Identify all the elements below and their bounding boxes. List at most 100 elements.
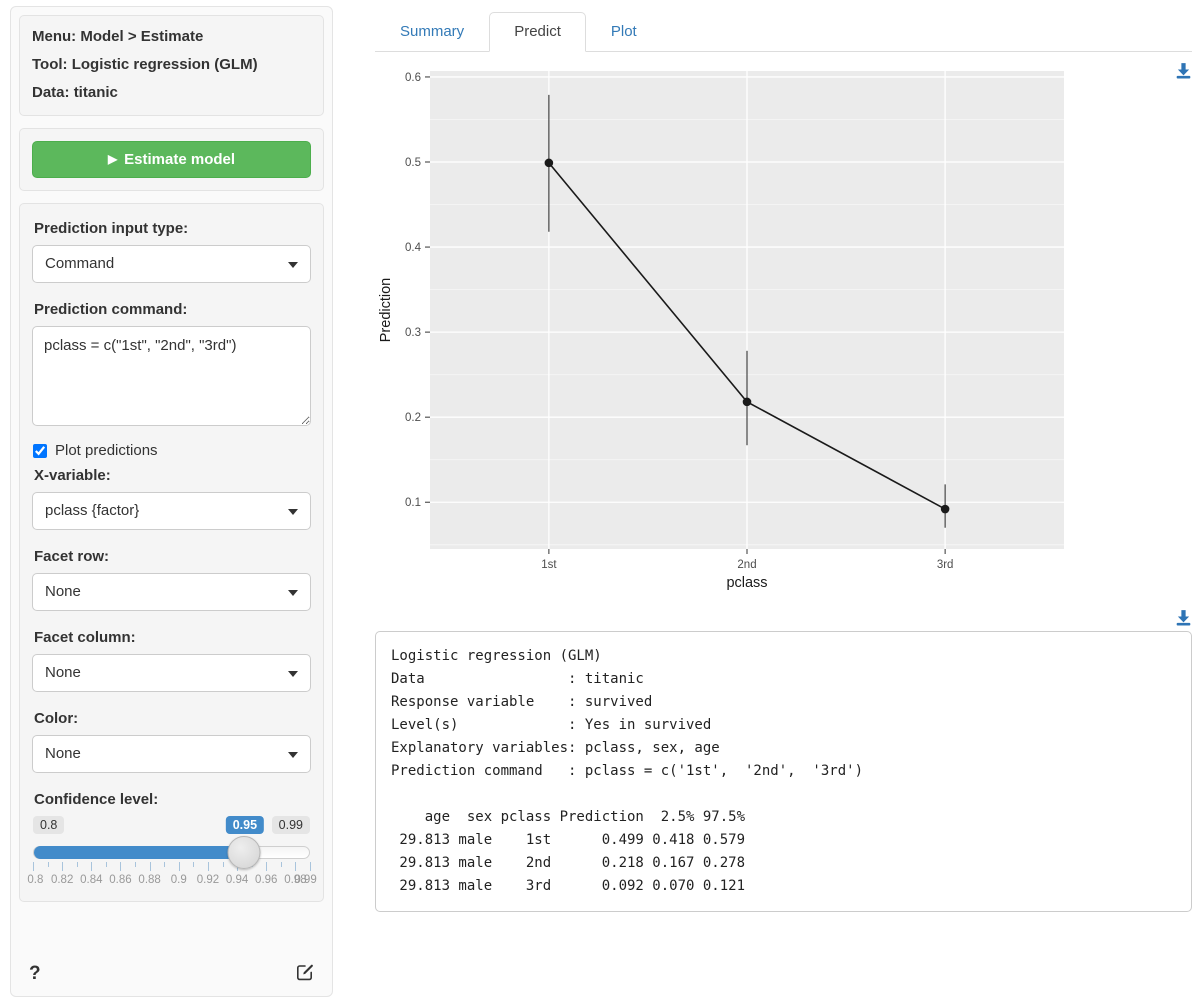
prediction-input-type-value: Command [45,255,115,272]
data-label: Data: [32,84,70,101]
download-row [375,609,1192,627]
play-icon: ▶ [107,152,118,166]
tab-summary[interactable]: Summary [400,23,465,40]
plot-predictions-checkbox[interactable] [33,443,47,458]
prediction-command-input[interactable]: pclass = c("1st", "2nd", "3rd") [32,326,311,426]
prediction-command-label: Prediction command: [34,301,188,318]
chevron-down-icon [288,590,298,596]
chevron-down-icon [288,262,298,268]
slider-tick-marks [33,862,311,871]
slider-tick [295,862,297,871]
estimate-model-button[interactable]: ▶ Estimate model [32,141,311,178]
slider-handle[interactable] [227,836,261,869]
x-variable-value: pclass {factor} [45,502,140,519]
slider-tick-label: 0.96 [255,874,278,886]
slider-tick [222,862,224,867]
facet-row-label: Facet row: [34,548,110,565]
facet-column-select[interactable]: None [32,654,311,692]
slider-tick-label: 0.82 [50,874,74,886]
slider-tick [62,862,64,871]
svg-text:0.6: 0.6 [405,72,421,84]
svg-text:3rd: 3rd [937,559,954,571]
menu-info: Menu: Model > Estimate [32,28,311,45]
facet-row-select[interactable]: None [32,573,311,611]
x-variable-label: X-variable: [34,467,111,484]
tab-predict[interactable]: Predict [489,12,586,52]
slider-tick [105,862,107,867]
help-icon[interactable]: ? [29,962,41,984]
chevron-down-icon [288,509,298,515]
slider-tick-label: 0.9 [170,874,187,886]
slider-tick [91,862,93,871]
color-label: Color: [34,710,79,727]
slider-tick-labels: 0.8 0.82 0.84 0.86 0.88 0.9 0.92 0.94 0.96 0.98 0.… [27,874,316,889]
tool-info: Tool: Logistic regression (GLM) [32,56,311,73]
chevron-down-icon [288,752,298,758]
tool-value: Logistic regression (GLM) [71,56,258,73]
slider-tick-label: 0.84 [80,874,103,886]
estimate-panel: ▶ Estimate model [19,128,324,191]
regression-output: Logistic regression (GLM) Data : titanic… [375,631,1192,912]
tab-plot[interactable]: Plot [610,23,637,40]
model-info-panel: Menu: Model > Estimate Tool: Logistic re… [19,15,324,116]
slider-tick [164,862,166,867]
slider-tick [207,862,209,871]
download-table-icon[interactable] [1175,610,1192,630]
svg-text:0.3: 0.3 [405,327,421,339]
slider-tick [149,862,151,871]
prediction-input-type-label: Prediction input type: [34,220,189,237]
menu-label: Menu: [32,28,77,45]
slider-filled-bar [34,846,245,859]
svg-text:0.5: 0.5 [405,157,421,169]
estimate-model-label: Estimate model [124,151,236,168]
svg-text:0.2: 0.2 [405,412,421,424]
x-variable-select[interactable]: pclass {factor} [32,492,311,530]
slider-tick [266,862,268,871]
slider-tick [193,862,195,867]
main-panel: Summary Predict Plot 0.1 0.2 0.3 0.4 0.5 0.6 1… [333,0,1199,1003]
slider-track[interactable] [33,836,310,869]
facet-column-value: None [45,664,81,681]
slider-tick [280,862,282,867]
download-plot-icon[interactable] [1175,62,1192,83]
prediction-controls-panel: Prediction input type: Command Predictio… [19,203,324,902]
data-value: titanic [73,84,118,101]
data-point [544,158,554,168]
svg-text:1st: 1st [541,559,557,571]
confidence-level-label: Confidence level: [34,791,159,808]
data-point [940,504,950,514]
prediction-chart: 0.1 0.2 0.3 0.4 0.5 0.6 1st 2nd 3rd pclass Predict… [378,71,1064,591]
slider-max-badge: 0.99 [271,816,310,834]
slider-tick-label: 0.86 [109,874,132,886]
svg-text:0.1: 0.1 [405,497,421,509]
slider-tick-label: 0.88 [138,874,161,886]
slider-tick [120,862,122,871]
svg-text:2nd: 2nd [737,559,756,571]
menu-value: Model > Estimate [80,28,204,45]
color-select[interactable]: None [32,735,311,773]
facet-row-value: None [45,583,81,600]
slider-min-badge: 0.8 [33,816,65,834]
chevron-down-icon [288,671,298,677]
slider-tick [47,862,49,867]
slider-tick-label: 0.92 [196,874,220,886]
tab-bar: Summary Predict Plot [375,12,1192,52]
slider-value-badge: 0.95 [225,816,265,834]
slider-tick [76,862,78,867]
plot-predictions-label: Plot predictions [55,442,158,459]
sidebar-footer: ? [19,959,324,986]
edit-report-icon[interactable] [295,961,316,986]
color-value: None [45,745,81,762]
y-axis-title: Prediction [378,278,394,342]
prediction-plot-container: 0.1 0.2 0.3 0.4 0.5 0.6 1st 2nd 3rd pclass Predict… [375,58,1192,607]
prediction-input-type-select[interactable]: Command [32,245,311,283]
slider-tick [310,862,311,871]
data-info: Data: titanic [32,84,311,101]
confidence-level-slider[interactable]: 0.8 0.95 0.99 0.8 0.82 0.84 0.86 0.88 0.9 0.92… [27,816,317,889]
data-point [742,397,752,407]
slider-tick [33,862,34,871]
slider-tick [135,862,137,867]
svg-text:0.4: 0.4 [405,242,422,254]
slider-tick-label: 0.94 [225,874,249,886]
sidebar: Menu: Model > Estimate Tool: Logistic re… [10,6,333,997]
